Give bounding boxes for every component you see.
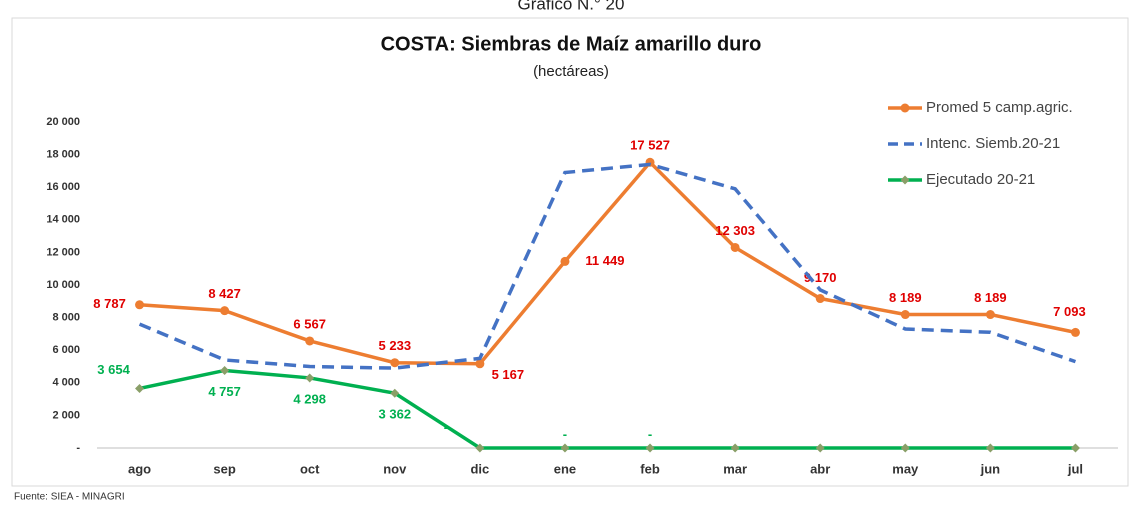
marker: [730, 242, 740, 252]
marker: [305, 336, 315, 346]
data-label: 8 787: [93, 296, 126, 311]
series-line: [139, 159, 1076, 366]
marker: [390, 388, 400, 398]
y-tick-label: 14 000: [46, 214, 80, 226]
y-tick-label: 6 000: [52, 344, 80, 356]
x-tick-label: jun: [980, 461, 1001, 476]
x-tick-label: oct: [300, 461, 320, 476]
data-label: 3 362: [379, 407, 412, 422]
data-label: 5 233: [379, 338, 412, 353]
data-label: 7 093: [1053, 304, 1086, 319]
y-tick-label: 18 000: [46, 149, 80, 161]
chart-frame: [11, 17, 1129, 487]
x-tick-label: jul: [1067, 461, 1083, 476]
marker: [1070, 327, 1080, 337]
marker: [475, 443, 485, 453]
marker: [815, 294, 825, 304]
x-tick-label: sep: [213, 461, 235, 476]
data-label: 12 303: [715, 223, 755, 238]
legend-label: Ejecutado 20-21: [926, 171, 1035, 188]
marker: [985, 443, 995, 453]
x-tick-label: may: [892, 461, 919, 476]
marker: [220, 306, 230, 316]
x-tick-label: dic: [470, 461, 489, 476]
y-tick-label: 8 000: [52, 312, 80, 324]
y-tick-label: -: [76, 442, 80, 454]
y-tick-label: 12 000: [46, 246, 80, 258]
chart-subtitle: (hectáreas): [533, 63, 609, 80]
data-label: -: [563, 426, 567, 441]
marker: [730, 443, 740, 453]
y-tick-label: 16 000: [46, 181, 80, 193]
legend-marker: [900, 175, 910, 185]
x-tick-label: mar: [723, 461, 747, 476]
y-tick-label: 20 000: [46, 116, 80, 128]
marker: [985, 310, 995, 320]
data-label: 8 427: [208, 286, 241, 301]
legend-marker: [900, 103, 910, 113]
marker: [560, 256, 570, 266]
y-tick-label: 4 000: [52, 377, 80, 389]
legend-label: Promed 5 camp.agric.: [926, 99, 1073, 116]
marker: [815, 443, 825, 453]
data-label: 6 567: [293, 316, 326, 331]
data-label: 8 189: [889, 290, 922, 305]
legend-label: Intenc. Siemb.20-21: [926, 135, 1060, 152]
marker: [390, 358, 400, 368]
header: Gráfico N.° 20: [518, 0, 625, 13]
marker: [645, 443, 655, 453]
marker: [305, 373, 315, 383]
data-label: 4 298: [293, 391, 326, 406]
x-tick-label: nov: [383, 461, 407, 476]
marker: [135, 383, 145, 393]
series-line: [139, 368, 1076, 450]
marker: [475, 359, 485, 369]
x-tick-label: abr: [810, 461, 830, 476]
marker: [135, 300, 145, 310]
marker: [900, 310, 910, 320]
chart-title: COSTA: Siembras de Maíz amarillo duro: [381, 33, 762, 55]
x-tick-label: feb: [640, 461, 660, 476]
y-tick-label: 2 000: [52, 409, 80, 421]
marker: [560, 443, 570, 453]
data-label: 8 189: [974, 290, 1007, 305]
x-tick-label: ago: [128, 461, 151, 476]
data-label: 5 167: [492, 367, 525, 382]
data-label: 4 757: [208, 384, 241, 399]
marker: [220, 365, 230, 375]
data-label: 17 527: [630, 138, 670, 153]
x-tick-label: ene: [554, 461, 576, 476]
source: Fuente: SIEA - MINAGRI: [14, 492, 125, 503]
data-label: 11 449: [585, 253, 624, 268]
data-label: 3 654: [97, 362, 130, 377]
data-label: -: [444, 419, 448, 434]
y-tick-label: 10 000: [46, 279, 80, 291]
marker: [1070, 443, 1080, 453]
marker: [900, 443, 910, 453]
series-line: [138, 162, 1077, 370]
data-label: -: [648, 426, 652, 441]
